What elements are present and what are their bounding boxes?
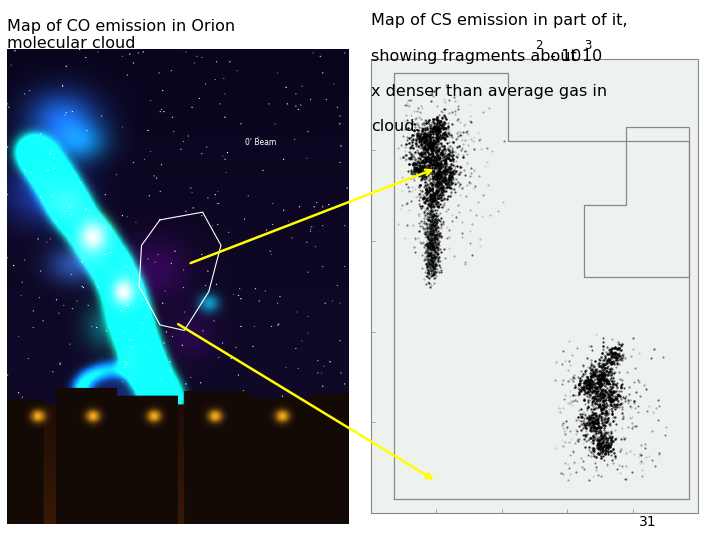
Text: - 10: - 10 [545,49,582,64]
Text: Map of CO emission in Orion
molecular cloud: Map of CO emission in Orion molecular cl… [7,19,235,51]
Text: Map of CS emission in part of it,: Map of CS emission in part of it, [371,14,627,29]
Text: 0' Beam: 0' Beam [246,138,276,147]
Text: cloud.: cloud. [371,119,420,134]
Text: 2: 2 [535,39,542,52]
Text: showing fragments about 10: showing fragments about 10 [371,49,602,64]
Text: 3: 3 [585,39,592,52]
Text: x denser than average gas in: x denser than average gas in [371,84,607,99]
Text: 31: 31 [639,515,657,529]
